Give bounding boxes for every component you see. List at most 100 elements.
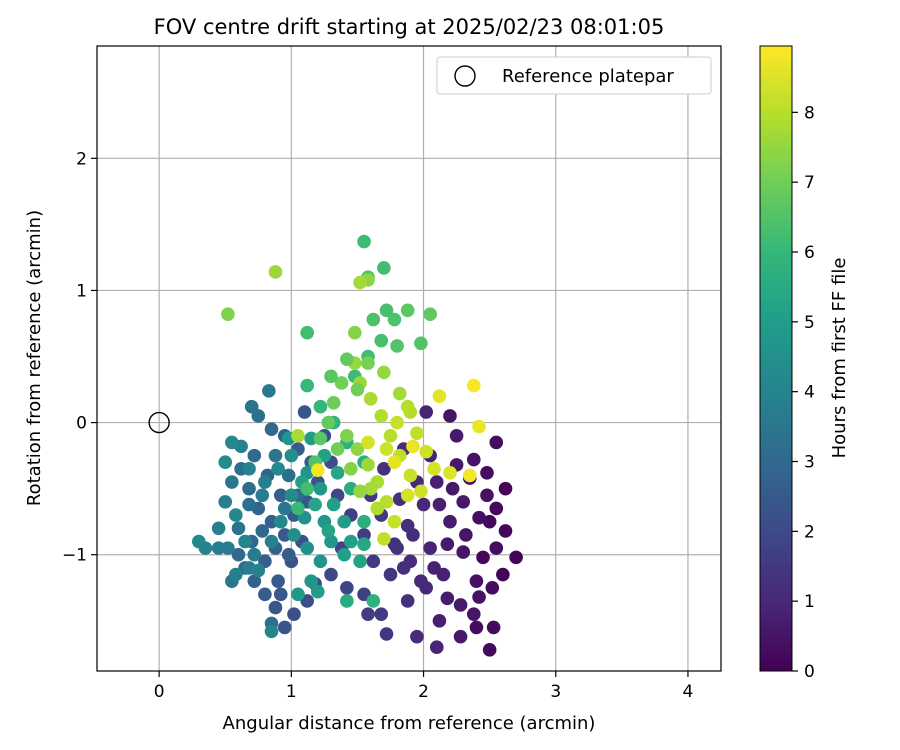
- scatter-point: [337, 547, 352, 562]
- scatter-point: [456, 545, 471, 559]
- scatter-point: [353, 275, 367, 290]
- scatter-point: [264, 534, 279, 549]
- scatter-point: [472, 510, 486, 525]
- scatter-point: [387, 312, 402, 327]
- x-tick-label: 1: [286, 682, 297, 702]
- scatter-point: [472, 419, 486, 434]
- scatter-point: [255, 524, 270, 538]
- scatter-point: [300, 325, 315, 340]
- scatter-point: [366, 554, 381, 569]
- scatter-point: [482, 514, 497, 529]
- scatter-point: [486, 620, 501, 635]
- scatter-point: [423, 307, 437, 322]
- scatter-point: [344, 462, 358, 476]
- scatter-point: [498, 481, 513, 496]
- scatter-point: [361, 356, 375, 370]
- scatter-point: [414, 336, 428, 351]
- colorbar: 0 1 2 3 4 5 6 7 8 Hours from first FF file: [759, 45, 850, 682]
- scatter-point: [251, 563, 266, 578]
- scatter-point: [308, 497, 322, 512]
- scatter-point: [419, 444, 433, 459]
- scatter-point: [410, 629, 424, 644]
- scatter-point: [416, 497, 431, 512]
- scatter-point: [281, 547, 296, 562]
- x-tick-label: 4: [683, 682, 694, 702]
- scatter-point: [264, 422, 279, 436]
- scatter-point: [509, 550, 523, 565]
- y-tick-label: −1: [62, 546, 87, 566]
- scatter-point: [427, 561, 441, 575]
- scatter-point: [324, 567, 338, 582]
- scatter-point: [324, 534, 338, 549]
- scatter-point: [291, 428, 305, 443]
- scatter-point: [400, 488, 415, 503]
- scatter-point: [271, 574, 285, 588]
- scatter-point: [268, 600, 283, 615]
- colorbar-tick-label: 0: [804, 662, 815, 682]
- scatter-point: [440, 537, 455, 551]
- scatter-point: [277, 620, 292, 635]
- scatter-point: [374, 333, 389, 348]
- scatter-point: [229, 567, 243, 582]
- scatter-point: [334, 376, 349, 390]
- legend: Reference platepar: [436, 56, 712, 95]
- scatter-point: [268, 448, 283, 463]
- scatter-point: [466, 607, 481, 621]
- scatter-point: [231, 547, 246, 562]
- scatter-point: [383, 428, 398, 443]
- scatter-point: [453, 629, 468, 644]
- scatter-point: [443, 409, 457, 423]
- scatter-point: [480, 488, 494, 503]
- grid-lines: [97, 46, 721, 671]
- scatter-point: [406, 439, 420, 454]
- plot-frame: [96, 45, 722, 672]
- scatter-point: [300, 378, 315, 393]
- scatter-point: [357, 234, 371, 249]
- scatter-point: [313, 431, 328, 446]
- scatter-point: [262, 384, 276, 398]
- chart-title: FOV centre drift starting at 2025/02/23 …: [154, 15, 665, 39]
- scatter-point: [238, 534, 252, 549]
- scatter-point: [258, 587, 272, 602]
- scatter-point: [377, 532, 391, 546]
- scatter-point: [370, 501, 385, 516]
- scatter-point: [366, 594, 381, 608]
- scatter-point: [403, 468, 418, 483]
- scatter-point: [485, 580, 500, 595]
- scatter-point: [273, 514, 288, 529]
- scatter-point: [218, 455, 233, 470]
- scatter-point: [273, 587, 288, 602]
- x-axis-ticks: 0 1 2 3 4: [154, 671, 694, 702]
- scatter-point: [379, 627, 394, 641]
- scatter-point: [496, 567, 510, 582]
- scatter-point: [432, 613, 447, 628]
- scatter-point: [326, 395, 341, 410]
- x-tick-label: 2: [418, 682, 429, 702]
- scatter-point: [244, 399, 259, 414]
- data-points: [191, 234, 523, 657]
- legend-marker-circle: [454, 65, 476, 87]
- scatter-point: [247, 574, 262, 588]
- scatter-point: [443, 514, 457, 529]
- scatter-point: [357, 537, 371, 551]
- scatter-point: [396, 561, 411, 575]
- scatter-point: [400, 303, 415, 318]
- scatter-point: [313, 481, 328, 496]
- scatter-point: [225, 475, 239, 489]
- y-axis-ticks: −1 0 1 2: [62, 149, 97, 566]
- colorbar-tick-label: 3: [804, 453, 815, 473]
- colorbar-tick-label: 7: [804, 173, 815, 193]
- scatter-point: [310, 463, 325, 477]
- scatter-point: [310, 584, 325, 599]
- scatter-point: [400, 399, 415, 414]
- scatter-point: [489, 501, 504, 516]
- scatter-point: [337, 514, 352, 529]
- scatter-point: [225, 435, 239, 450]
- scatter-point: [247, 547, 262, 562]
- scatter-point: [324, 369, 338, 384]
- scatter-point: [211, 521, 226, 536]
- scatter-point: [498, 524, 513, 538]
- scatter-point: [366, 312, 381, 327]
- scatter-point: [287, 607, 301, 621]
- scatter-point: [300, 541, 315, 555]
